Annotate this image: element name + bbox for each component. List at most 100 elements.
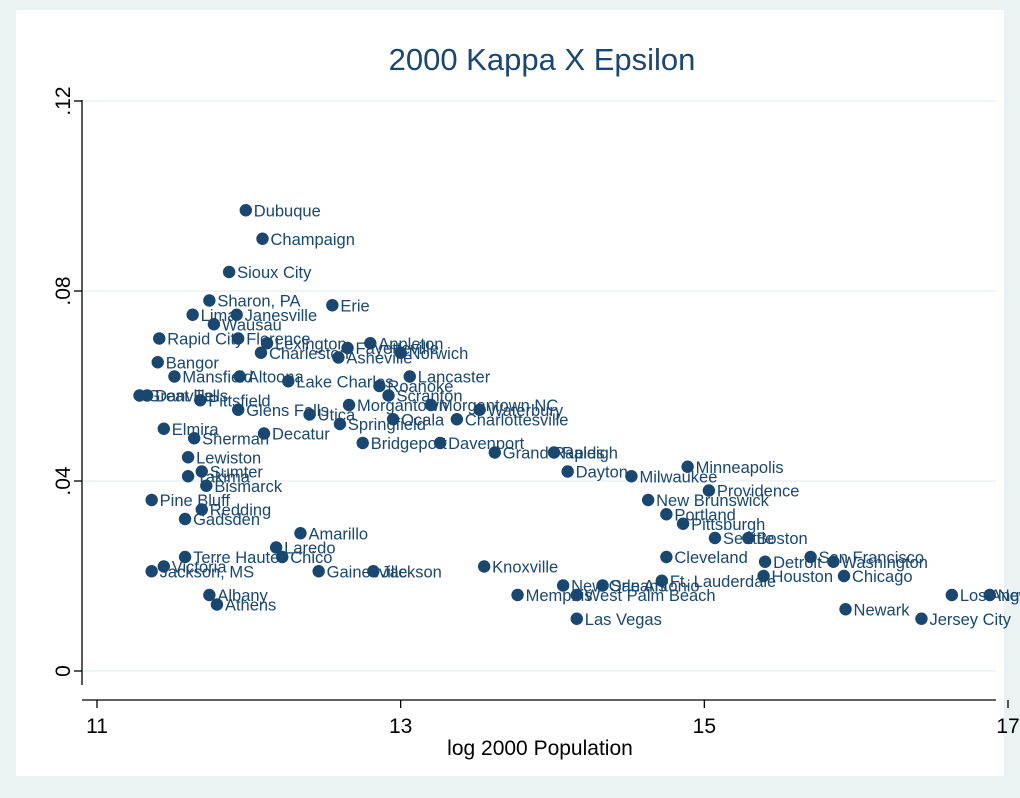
data-point bbox=[364, 337, 377, 350]
data-point bbox=[178, 512, 192, 526]
point-label: Lake Charles bbox=[296, 373, 393, 391]
x-tick-label: 17 bbox=[996, 715, 1019, 738]
data-point bbox=[708, 531, 722, 545]
data-point bbox=[424, 398, 438, 412]
data-point bbox=[382, 389, 395, 402]
point-label: Lima bbox=[201, 307, 238, 325]
data-point bbox=[742, 531, 755, 545]
point-label: Asheville bbox=[346, 350, 412, 368]
data-point bbox=[157, 560, 171, 573]
point-label: Bangor bbox=[166, 354, 220, 372]
point-label: Gainesville bbox=[327, 563, 408, 581]
point-label: Erie bbox=[340, 297, 369, 315]
data-point bbox=[207, 318, 221, 331]
point-label: Decatur bbox=[272, 426, 330, 444]
point-label: Sioux City bbox=[237, 264, 312, 282]
data-point bbox=[200, 479, 213, 492]
data-point bbox=[341, 341, 354, 355]
data-point bbox=[625, 470, 638, 483]
plot-region bbox=[16, 10, 1004, 776]
data-point bbox=[660, 508, 673, 521]
x-tick-label: 11 bbox=[86, 715, 108, 738]
data-point bbox=[511, 588, 524, 602]
point-label: Detroit bbox=[773, 554, 822, 572]
point-label: Dayton bbox=[576, 464, 628, 482]
data-point bbox=[660, 550, 673, 564]
data-point bbox=[804, 550, 817, 564]
data-point bbox=[303, 408, 316, 421]
point-label: Washington bbox=[841, 554, 928, 572]
data-point bbox=[839, 603, 852, 616]
point-label: Mansfield bbox=[182, 369, 253, 387]
data-point bbox=[570, 612, 583, 625]
point-label: Houston bbox=[772, 568, 833, 586]
data-point bbox=[257, 427, 271, 440]
data-point bbox=[312, 565, 325, 578]
data-point bbox=[233, 370, 246, 383]
point-label: Jackson, MS bbox=[160, 563, 254, 581]
point-label: Davenport bbox=[448, 435, 525, 453]
point-label: Laredo bbox=[284, 540, 335, 558]
data-point bbox=[203, 294, 216, 307]
point-label: Bridgeport bbox=[371, 435, 448, 453]
data-point bbox=[256, 232, 269, 245]
data-point bbox=[178, 550, 192, 564]
point-label: Champaign bbox=[270, 231, 354, 249]
point-label: San Antonio bbox=[611, 578, 700, 596]
point-label: Minneapolis bbox=[696, 459, 784, 477]
point-label: Yakima bbox=[196, 468, 251, 486]
point-label: Knoxville bbox=[492, 559, 558, 577]
data-point bbox=[145, 493, 158, 507]
point-label: Lewiston bbox=[196, 449, 261, 467]
point-label: West Palm Beach bbox=[585, 587, 716, 605]
point-label: Newark bbox=[854, 601, 911, 619]
data-point bbox=[282, 375, 295, 388]
point-label: Portland bbox=[674, 506, 735, 524]
axes: 0 .04 .08 .12 11 13 15 17 bbox=[52, 86, 1020, 738]
data-point bbox=[195, 465, 208, 478]
data-point bbox=[230, 308, 243, 321]
data-point bbox=[239, 204, 252, 217]
data-points bbox=[133, 204, 996, 625]
point-label: Bismarck bbox=[214, 478, 283, 496]
point-label: Amarillo bbox=[308, 525, 368, 543]
point-label: Lexington bbox=[275, 335, 347, 353]
data-point bbox=[367, 565, 380, 578]
y-tick-label: .12 bbox=[52, 86, 75, 115]
y-tick-label: .04 bbox=[52, 466, 75, 496]
data-point bbox=[386, 413, 400, 426]
data-point bbox=[254, 346, 268, 359]
point-label: San Francisco bbox=[819, 549, 924, 567]
data-point bbox=[210, 598, 224, 611]
point-label: Morgantown NC bbox=[439, 397, 558, 415]
grid-lines bbox=[83, 100, 996, 672]
point-label: Morgantown bbox=[357, 397, 448, 415]
data-point bbox=[556, 579, 570, 592]
data-point bbox=[702, 484, 716, 497]
data-point bbox=[269, 541, 283, 554]
data-point bbox=[276, 550, 289, 564]
data-point bbox=[837, 569, 851, 583]
data-point bbox=[195, 503, 208, 516]
point-label: Glens Falls bbox=[246, 402, 329, 420]
point-label: Athens bbox=[225, 597, 276, 615]
y-tick-label: 0 bbox=[52, 665, 75, 677]
point-label: Chico bbox=[290, 549, 332, 567]
point-label: Janesville bbox=[245, 307, 317, 325]
data-point bbox=[596, 579, 609, 592]
point-label: Danville bbox=[155, 388, 214, 406]
point-label: Chicago bbox=[852, 568, 913, 586]
point-labels: Dubuque Champaign Sioux City Sharon, PA Erie… bbox=[148, 202, 1020, 629]
data-point bbox=[222, 265, 236, 279]
chart-title: 2000 Kappa X Epsilon bbox=[389, 42, 696, 77]
point-label: Terre Haute bbox=[193, 549, 279, 567]
x-axis-title: log 2000 Population bbox=[447, 737, 633, 760]
point-label: Grand Rapids bbox=[503, 445, 605, 463]
point-label: Roanoke bbox=[387, 378, 453, 396]
point-label: Charlottesville bbox=[465, 411, 569, 429]
data-point bbox=[326, 299, 339, 312]
point-label: Memphis bbox=[526, 587, 593, 605]
point-label: Ft. Lauderdale bbox=[670, 573, 776, 591]
data-point bbox=[758, 555, 772, 568]
